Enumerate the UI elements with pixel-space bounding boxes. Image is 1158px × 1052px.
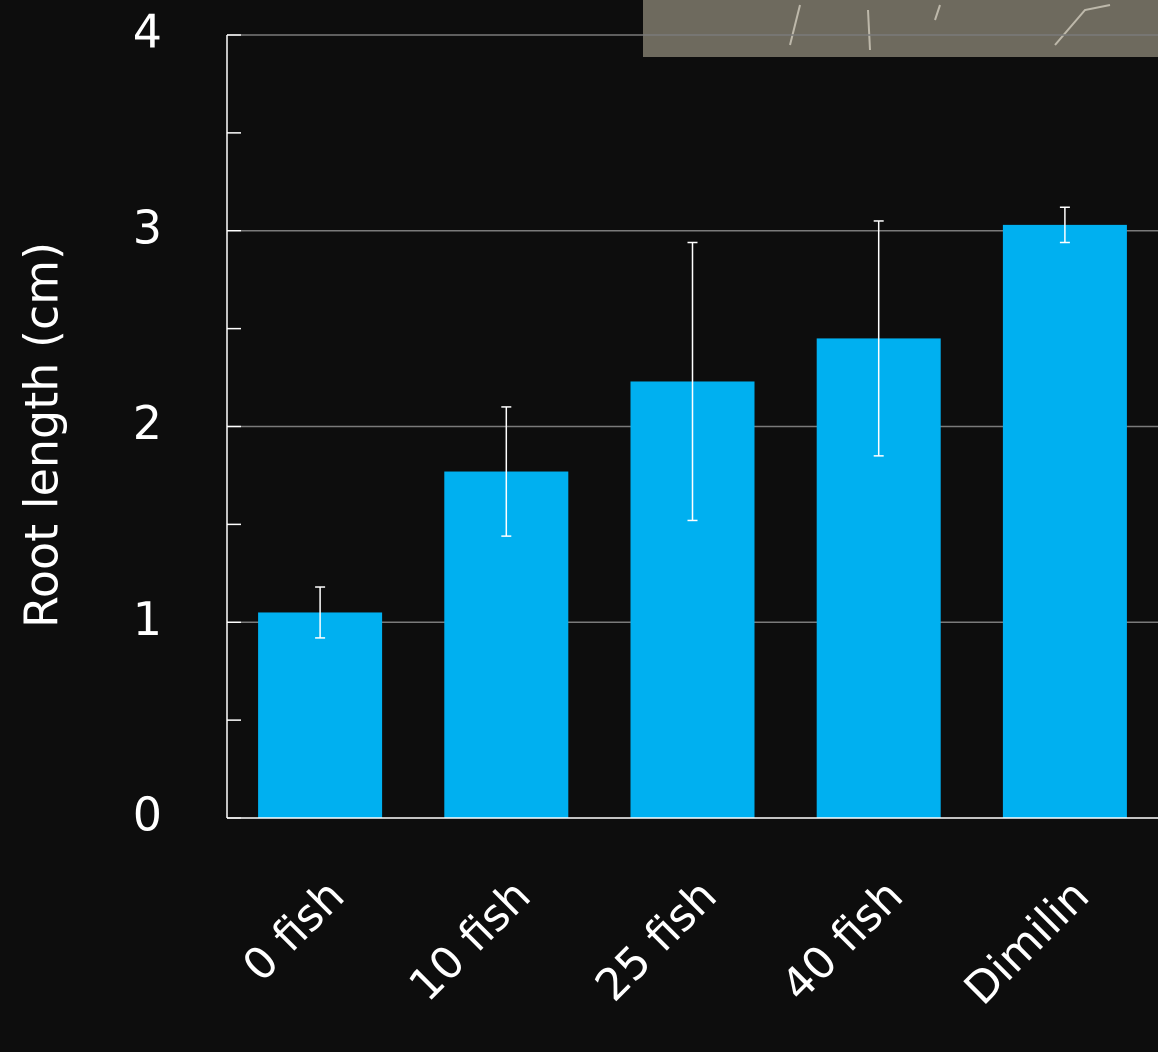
error-bar [873,220,884,457]
x-tick-label: Dimilin [955,870,1100,1015]
y-tick-label: 1 [133,592,162,646]
y-tick-label: 2 [133,396,162,450]
x-tick-label: 0 fish [233,870,354,991]
bar [1002,224,1127,818]
y-tick-label: 3 [133,200,162,254]
y-tick-label: 0 [133,788,162,842]
error-bar [501,406,512,537]
bar [258,612,383,818]
y-axis-label: Root length (cm) [15,242,69,628]
x-tick-label: 25 fish [586,870,727,1011]
y-tick-label: 4 [133,5,162,59]
photo-detail [789,4,1111,51]
x-tick-label: 10 fish [399,870,540,1011]
error-bar [315,586,326,639]
error-bar [687,241,698,522]
x-tick-label: 40 fish [772,870,913,1011]
error-bar [1059,206,1070,244]
photo-inset [643,0,1158,57]
